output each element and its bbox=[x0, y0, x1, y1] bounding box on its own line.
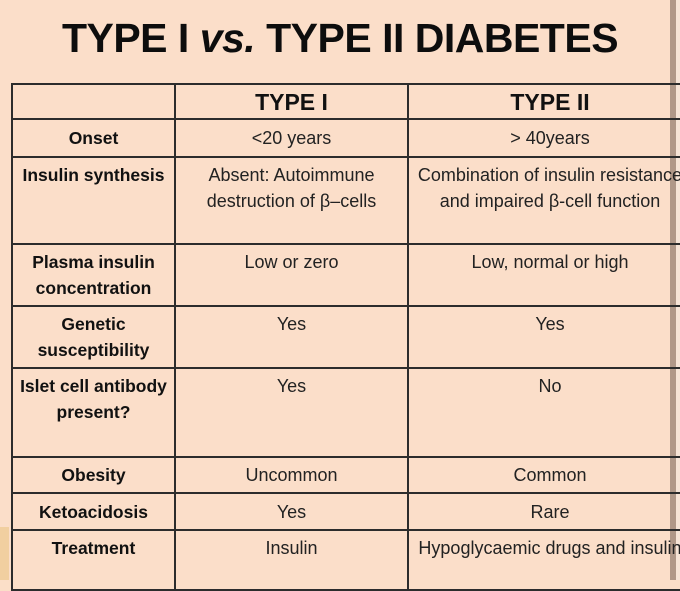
type2-value: No bbox=[407, 367, 680, 458]
type1-value: Absent: Autoimmune destruction of β–cell… bbox=[174, 156, 409, 245]
type1-value: Insulin bbox=[174, 529, 409, 591]
type1-value: Low or zero bbox=[174, 243, 409, 307]
table-row-onset: Onset <20 years > 40years bbox=[11, 118, 680, 158]
row-label: Onset bbox=[11, 118, 176, 158]
type2-value: Rare bbox=[407, 492, 680, 531]
table-row-insulin-synthesis: Insulin synthesis Absent: Autoimmune des… bbox=[11, 156, 680, 245]
header-type-2: TYPE II bbox=[407, 83, 680, 120]
type1-value: <20 years bbox=[174, 118, 409, 158]
row-label: Insulin synthesis bbox=[11, 156, 176, 245]
row-label: Genetic susceptibility bbox=[11, 305, 176, 369]
type2-value: Yes bbox=[407, 305, 680, 369]
header-type-1: TYPE I bbox=[174, 83, 409, 120]
table-header-row: TYPE I TYPE II bbox=[11, 83, 680, 120]
title-part-1: TYPE I bbox=[61, 15, 200, 61]
header-empty-cell bbox=[11, 83, 176, 120]
type2-value: Hypoglycaemic drugs and insulin bbox=[407, 529, 680, 591]
type1-value: Yes bbox=[174, 367, 409, 458]
type2-value: Low, normal or high bbox=[407, 243, 680, 307]
type1-value: Yes bbox=[174, 492, 409, 531]
type1-value: Yes bbox=[174, 305, 409, 369]
row-label: Treatment bbox=[11, 529, 176, 591]
title-part-2: TYPE II DIABETES bbox=[255, 15, 619, 61]
comparison-table: TYPE I TYPE II Onset <20 years > 40years… bbox=[11, 83, 680, 591]
type2-value: Combination of insulin resistance and im… bbox=[407, 156, 680, 245]
title-vs: vs. bbox=[199, 15, 256, 61]
row-label: Obesity bbox=[11, 456, 176, 494]
row-label: Ketoacidosis bbox=[11, 492, 176, 531]
type2-value: Common bbox=[407, 456, 680, 494]
table-row-treatment: Treatment Insulin Hypoglycaemic drugs an… bbox=[11, 529, 680, 591]
table-row-plasma-insulin: Plasma insulin concentration Low or zero… bbox=[11, 243, 680, 307]
left-edge-strip bbox=[0, 527, 9, 580]
row-label: Plasma insulin concentration bbox=[11, 243, 176, 307]
table-row-genetic-susceptibility: Genetic susceptibility Yes Yes bbox=[11, 305, 680, 369]
type1-value: Uncommon bbox=[174, 456, 409, 494]
table-row-obesity: Obesity Uncommon Common bbox=[11, 456, 680, 494]
row-label: Islet cell antibody present? bbox=[11, 367, 176, 458]
type2-value: > 40years bbox=[407, 118, 680, 158]
table-row-ketoacidosis: Ketoacidosis Yes Rare bbox=[11, 492, 680, 531]
page-title: TYPE I vs. TYPE II DIABETES bbox=[0, 10, 680, 66]
table-row-islet-cell-antibody: Islet cell antibody present? Yes No bbox=[11, 367, 680, 458]
